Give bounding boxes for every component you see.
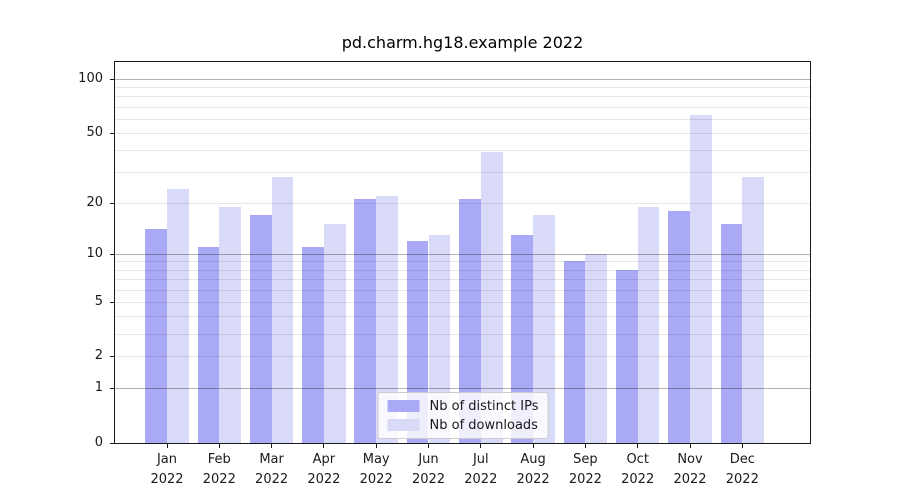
x-tick-label: Jan 2022 xyxy=(150,452,184,487)
bar-downloads-feb xyxy=(219,206,242,443)
bar-downloads-mar xyxy=(271,177,294,443)
y-tick-label: 20 xyxy=(86,194,103,210)
legend-item-downloads: Nb of downloads xyxy=(387,417,539,433)
gridline-minor xyxy=(115,150,810,152)
x-tick-label: Apr 2022 xyxy=(307,452,341,487)
x-tick-label: Jun 2022 xyxy=(411,452,446,487)
x-tick-label: Mar 2022 xyxy=(255,452,289,487)
bar-downloads-jul xyxy=(480,152,503,443)
x-tick-label: Aug 2022 xyxy=(516,452,550,487)
gridline-minor xyxy=(115,269,810,271)
bar-ips-may xyxy=(354,199,377,443)
y-tick-mark xyxy=(110,301,114,303)
x-tick-mark xyxy=(218,444,220,448)
gridline-minor xyxy=(115,301,810,303)
gridline-major xyxy=(115,79,810,80)
legend-swatch-distinct-ips-icon xyxy=(387,400,420,412)
x-tick-label: Sep 2022 xyxy=(568,452,602,487)
y-tick-mark xyxy=(110,202,114,204)
legend-swatch-downloads-icon xyxy=(387,419,420,431)
chart-title: pd.charm.hg18.example 2022 xyxy=(341,33,584,52)
gridline-major xyxy=(115,388,810,390)
bar-downloads-jun xyxy=(428,234,451,443)
y-tick-mark xyxy=(110,253,114,255)
x-tick-label: Oct 2022 xyxy=(621,452,655,487)
bar-downloads-sep xyxy=(585,253,608,443)
bar-downloads-dec xyxy=(742,177,765,443)
x-tick-label: Feb 2022 xyxy=(202,452,236,487)
bar-ips-sep xyxy=(563,261,586,443)
bar-ips-nov xyxy=(668,210,690,443)
gridline-minor xyxy=(115,316,810,318)
bar-downloads-oct xyxy=(637,206,660,443)
y-tick-mark xyxy=(110,356,114,358)
y-tick-label: 0 xyxy=(94,435,103,450)
bar-ips-dec xyxy=(720,224,743,443)
gridline-minor xyxy=(115,106,810,108)
bar-downloads-may xyxy=(376,195,398,443)
y-tick-label: 5 xyxy=(94,293,103,309)
gridline-minor xyxy=(115,96,810,98)
bar-ips-jan xyxy=(145,229,167,443)
plot-area xyxy=(114,61,811,444)
gridline-minor xyxy=(115,118,810,120)
x-tick-mark xyxy=(741,444,743,448)
x-tick-mark xyxy=(532,444,534,448)
y-tick-mark xyxy=(110,388,114,390)
legend-item-distinct-ips: Nb of distinct IPs xyxy=(387,398,539,414)
gridline-minor xyxy=(115,172,810,174)
x-tick-mark xyxy=(584,444,586,448)
gridline-major xyxy=(115,253,810,255)
x-tick-label: Dec 2022 xyxy=(725,452,759,487)
legend: Nb of distinct IPs Nb of downloads xyxy=(377,392,549,439)
legend-label-distinct-ips: Nb of distinct IPs xyxy=(429,398,539,414)
y-tick-mark xyxy=(110,443,114,444)
gridline-minor xyxy=(115,87,810,89)
x-tick-label: Jul 2022 xyxy=(464,452,498,487)
gridline-minor xyxy=(115,202,810,204)
gridline-minor xyxy=(115,132,810,134)
bar-downloads-aug xyxy=(533,215,555,443)
legend-label-downloads: Nb of downloads xyxy=(429,417,538,433)
bar-downloads-apr xyxy=(323,224,346,443)
y-tick-label: 1 xyxy=(94,380,103,396)
bar-downloads-nov xyxy=(690,115,712,443)
x-tick-label: May 2022 xyxy=(359,452,393,487)
gridline-minor xyxy=(115,356,810,358)
y-tick-mark xyxy=(110,79,114,80)
y-tick-label: 10 xyxy=(86,245,103,261)
gridline-minor xyxy=(115,261,810,263)
y-tick-label: 2 xyxy=(94,348,103,364)
y-tick-mark xyxy=(110,132,114,134)
x-tick-mark xyxy=(271,444,273,448)
bar-ips-feb xyxy=(197,247,220,443)
x-tick-mark xyxy=(480,444,482,448)
y-tick-label: 100 xyxy=(78,71,103,86)
x-tick-mark xyxy=(428,444,429,448)
gridline-minor xyxy=(115,279,810,280)
x-tick-mark xyxy=(689,444,691,448)
bar-ips-aug xyxy=(511,234,534,443)
gridline-minor xyxy=(115,333,810,335)
x-tick-mark xyxy=(323,444,325,448)
bar-ips-apr xyxy=(302,247,324,443)
x-tick-mark xyxy=(166,444,168,448)
bar-downloads-jan xyxy=(167,189,189,443)
x-tick-mark xyxy=(375,444,377,448)
bar-ips-jul xyxy=(459,199,481,443)
x-tick-mark xyxy=(637,444,639,448)
bar-ips-oct xyxy=(615,269,638,443)
gridline-minor xyxy=(115,289,810,291)
x-tick-label: Nov 2022 xyxy=(673,452,707,487)
bar-ips-mar xyxy=(249,215,272,443)
y-tick-label: 50 xyxy=(86,124,103,140)
